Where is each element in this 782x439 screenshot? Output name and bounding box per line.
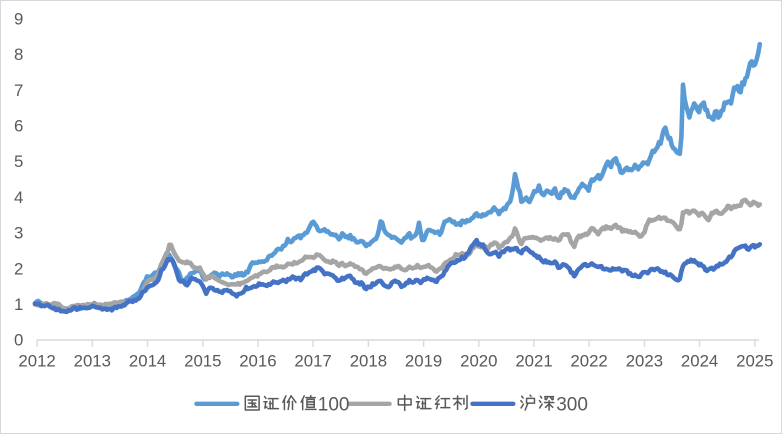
svg-text:1: 1 — [14, 295, 23, 314]
svg-text:2024: 2024 — [681, 351, 718, 370]
svg-text:300: 300 — [556, 394, 588, 415]
svg-text:8: 8 — [14, 45, 23, 64]
svg-text:2015: 2015 — [184, 351, 221, 370]
svg-text:2025: 2025 — [736, 351, 773, 370]
svg-text:2018: 2018 — [350, 351, 387, 370]
svg-text:9: 9 — [14, 10, 23, 29]
svg-text:2014: 2014 — [129, 351, 166, 370]
svg-text:0: 0 — [14, 331, 23, 350]
svg-text:4: 4 — [14, 188, 23, 207]
svg-text:2016: 2016 — [239, 351, 276, 370]
svg-text:2021: 2021 — [515, 351, 552, 370]
svg-text:3: 3 — [14, 224, 23, 243]
svg-text:2013: 2013 — [74, 351, 111, 370]
svg-text:2017: 2017 — [294, 351, 331, 370]
svg-text:2019: 2019 — [405, 351, 442, 370]
svg-text:2020: 2020 — [460, 351, 497, 370]
svg-text:2023: 2023 — [626, 351, 663, 370]
svg-text:5: 5 — [14, 152, 23, 171]
svg-text:100: 100 — [318, 394, 350, 415]
svg-text:7: 7 — [14, 81, 23, 100]
svg-text:2012: 2012 — [18, 351, 55, 370]
svg-text:2022: 2022 — [570, 351, 607, 370]
svg-text:6: 6 — [14, 117, 23, 136]
svg-text:2: 2 — [14, 259, 23, 278]
